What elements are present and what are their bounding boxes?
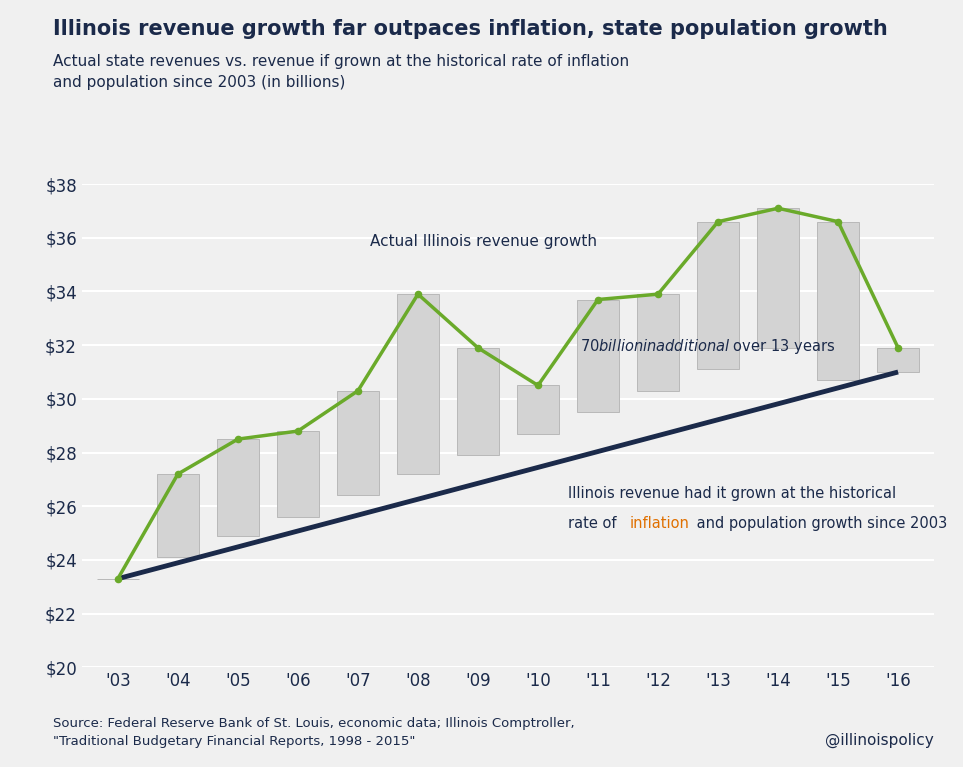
Bar: [457, 348, 499, 456]
Point: [770, 202, 786, 215]
Point: [590, 294, 606, 306]
Bar: [697, 222, 739, 370]
Text: Illinois revenue growth far outpaces inflation, state population growth: Illinois revenue growth far outpaces inf…: [53, 19, 888, 39]
Point: [891, 342, 906, 354]
Text: and population growth since 2003: and population growth since 2003: [692, 515, 948, 531]
Point: [170, 468, 186, 480]
Text: Source: Federal Reserve Bank of St. Louis, economic data; Illinois Comptroller,
: Source: Federal Reserve Bank of St. Loui…: [53, 717, 575, 748]
Point: [110, 572, 125, 585]
Text: Illinois revenue had it grown at the historical: Illinois revenue had it grown at the his…: [568, 486, 897, 501]
Bar: [637, 295, 679, 391]
Text: rate of: rate of: [568, 515, 621, 531]
Point: [470, 342, 485, 354]
Bar: [217, 439, 259, 536]
Bar: [157, 474, 199, 557]
Text: @illinoispolicy: @illinoispolicy: [825, 732, 934, 748]
Point: [650, 288, 665, 301]
Point: [531, 380, 546, 392]
Point: [290, 425, 305, 437]
Bar: [337, 391, 379, 495]
Text: inflation: inflation: [629, 515, 690, 531]
Bar: [277, 431, 319, 517]
Point: [351, 385, 366, 397]
Bar: [877, 348, 919, 372]
Text: Actual state revenues vs. revenue if grown at the historical rate of inflation
a: Actual state revenues vs. revenue if gro…: [53, 54, 629, 90]
Bar: [577, 300, 619, 413]
Text: $70 billion in additional $ over 13 years: $70 billion in additional $ over 13 year…: [580, 337, 835, 356]
Point: [711, 216, 726, 228]
Bar: [757, 209, 799, 348]
Point: [410, 288, 426, 301]
Bar: [517, 386, 559, 434]
Point: [230, 433, 246, 446]
Bar: [817, 222, 859, 380]
Point: [830, 216, 846, 228]
Text: Actual Illinois revenue growth: Actual Illinois revenue growth: [370, 234, 597, 249]
Bar: [397, 295, 439, 474]
